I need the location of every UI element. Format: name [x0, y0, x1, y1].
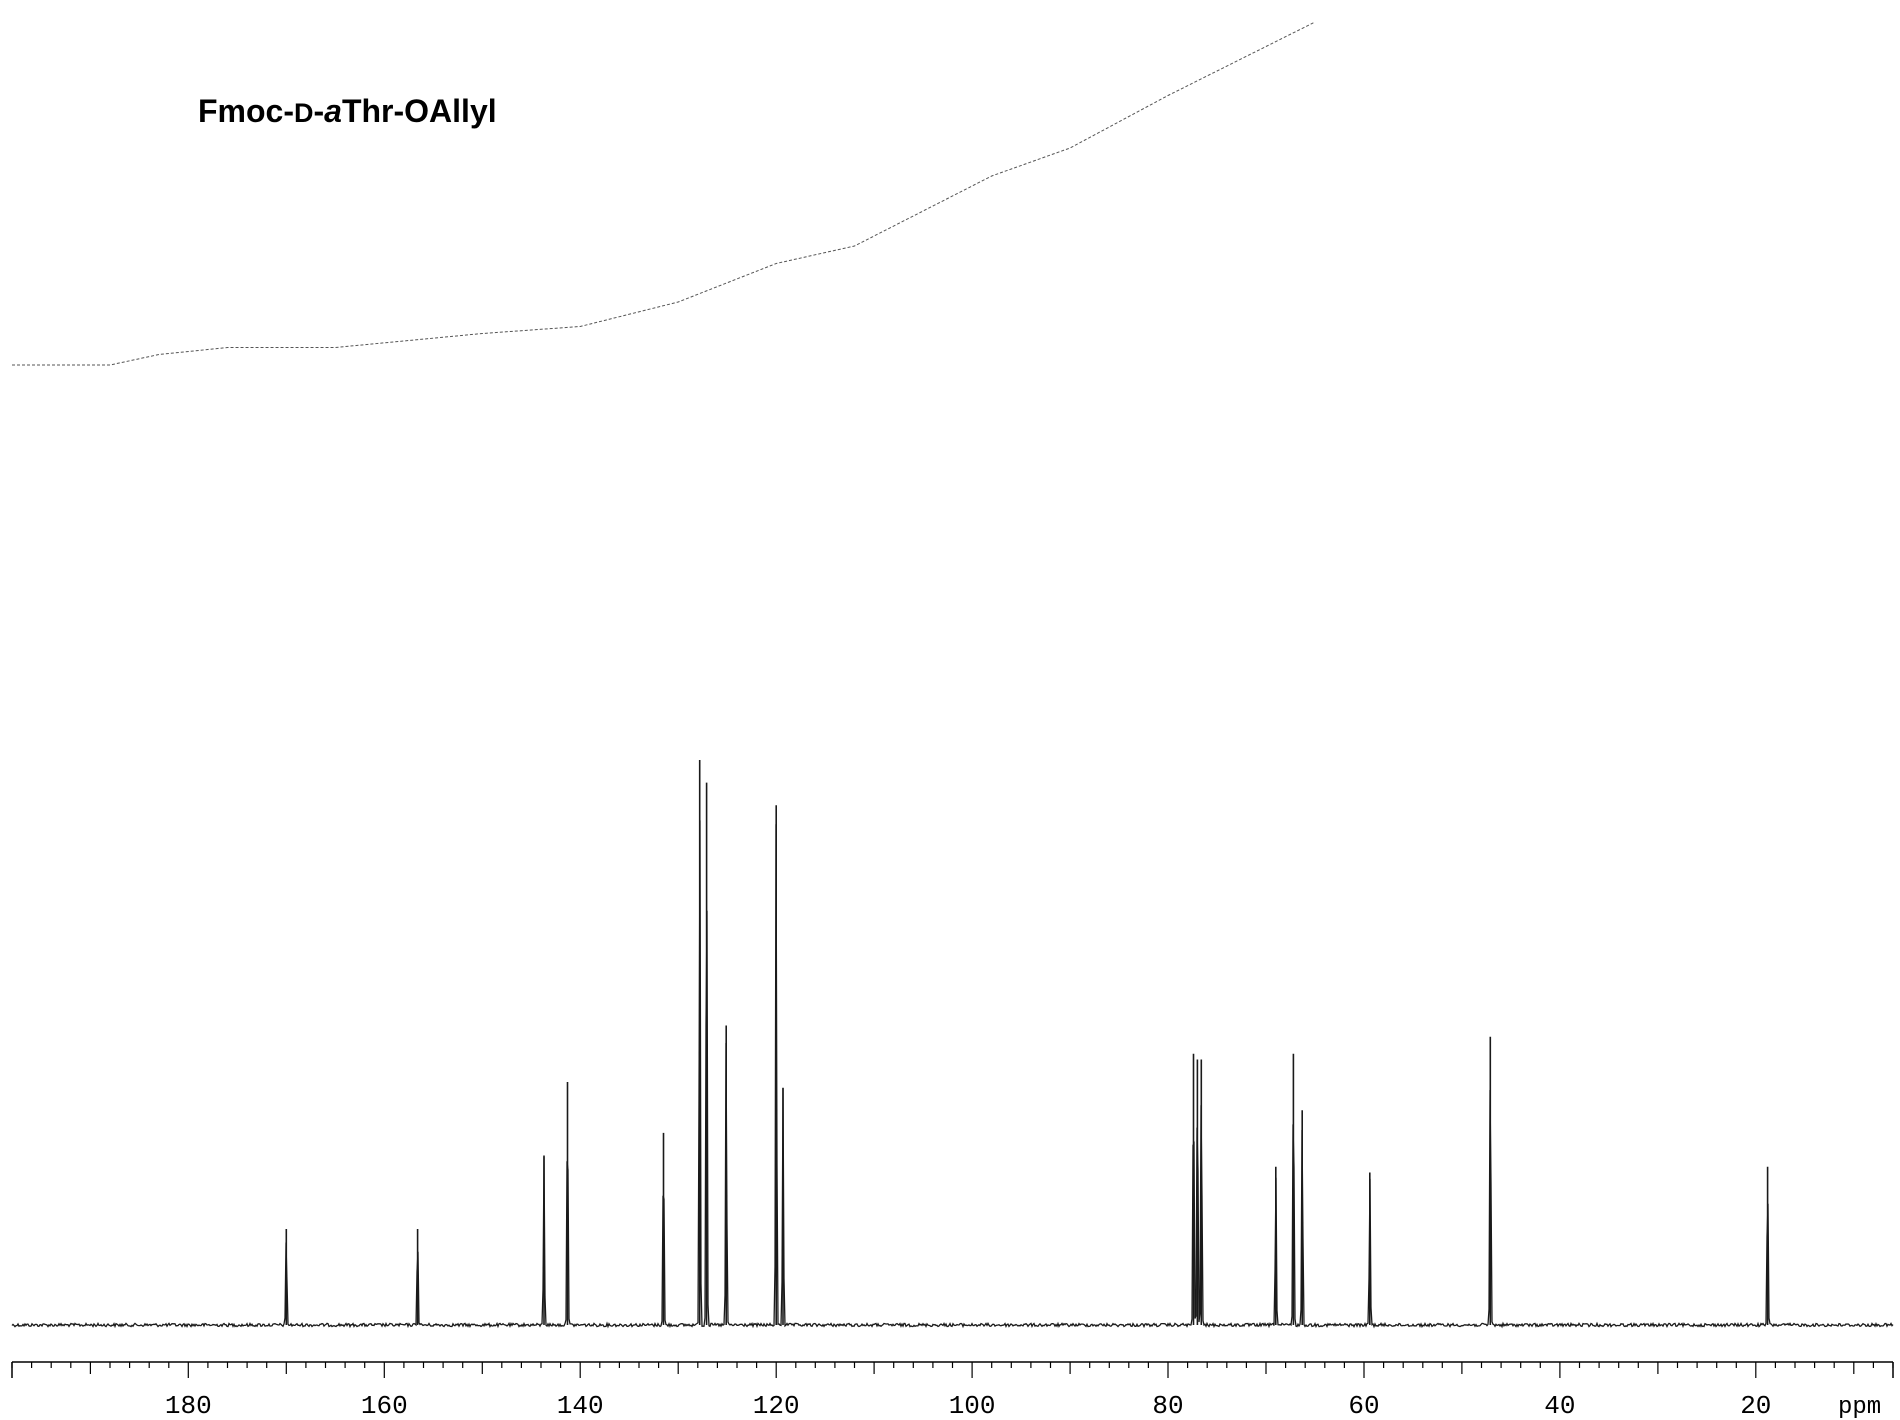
x-axis-unit-label: ppm [1838, 1394, 1881, 1420]
x-tick-label-120: 120 [753, 1391, 800, 1420]
chart-title-prefix: Fmoc- [198, 93, 294, 129]
chart-title: Fmoc-D-aThr-OAllyl [198, 93, 497, 129]
chart-title-mid: - [314, 93, 325, 129]
x-tick-label-160: 160 [361, 1391, 408, 1420]
x-tick-label-20: 20 [1740, 1391, 1771, 1420]
x-tick-label-40: 40 [1544, 1391, 1575, 1420]
x-tick-label-100: 100 [949, 1391, 996, 1420]
chart-title-suffix: Thr-OAllyl [342, 93, 497, 129]
peak-markers [285, 760, 1769, 1325]
x-tick-label-80: 80 [1152, 1391, 1183, 1420]
chart-title-italic: a [324, 93, 342, 129]
spectrum-trace [11, 820, 1894, 1329]
x-tick-label-140: 140 [557, 1391, 604, 1420]
x-tick-label-180: 180 [165, 1391, 212, 1420]
x-axis: 180 160 140 120 100 80 60 40 20 [11, 1361, 1894, 1420]
integral-curve [12, 21, 1316, 366]
chart-title-config: D [294, 98, 314, 128]
x-tick-label-60: 60 [1348, 1391, 1379, 1420]
